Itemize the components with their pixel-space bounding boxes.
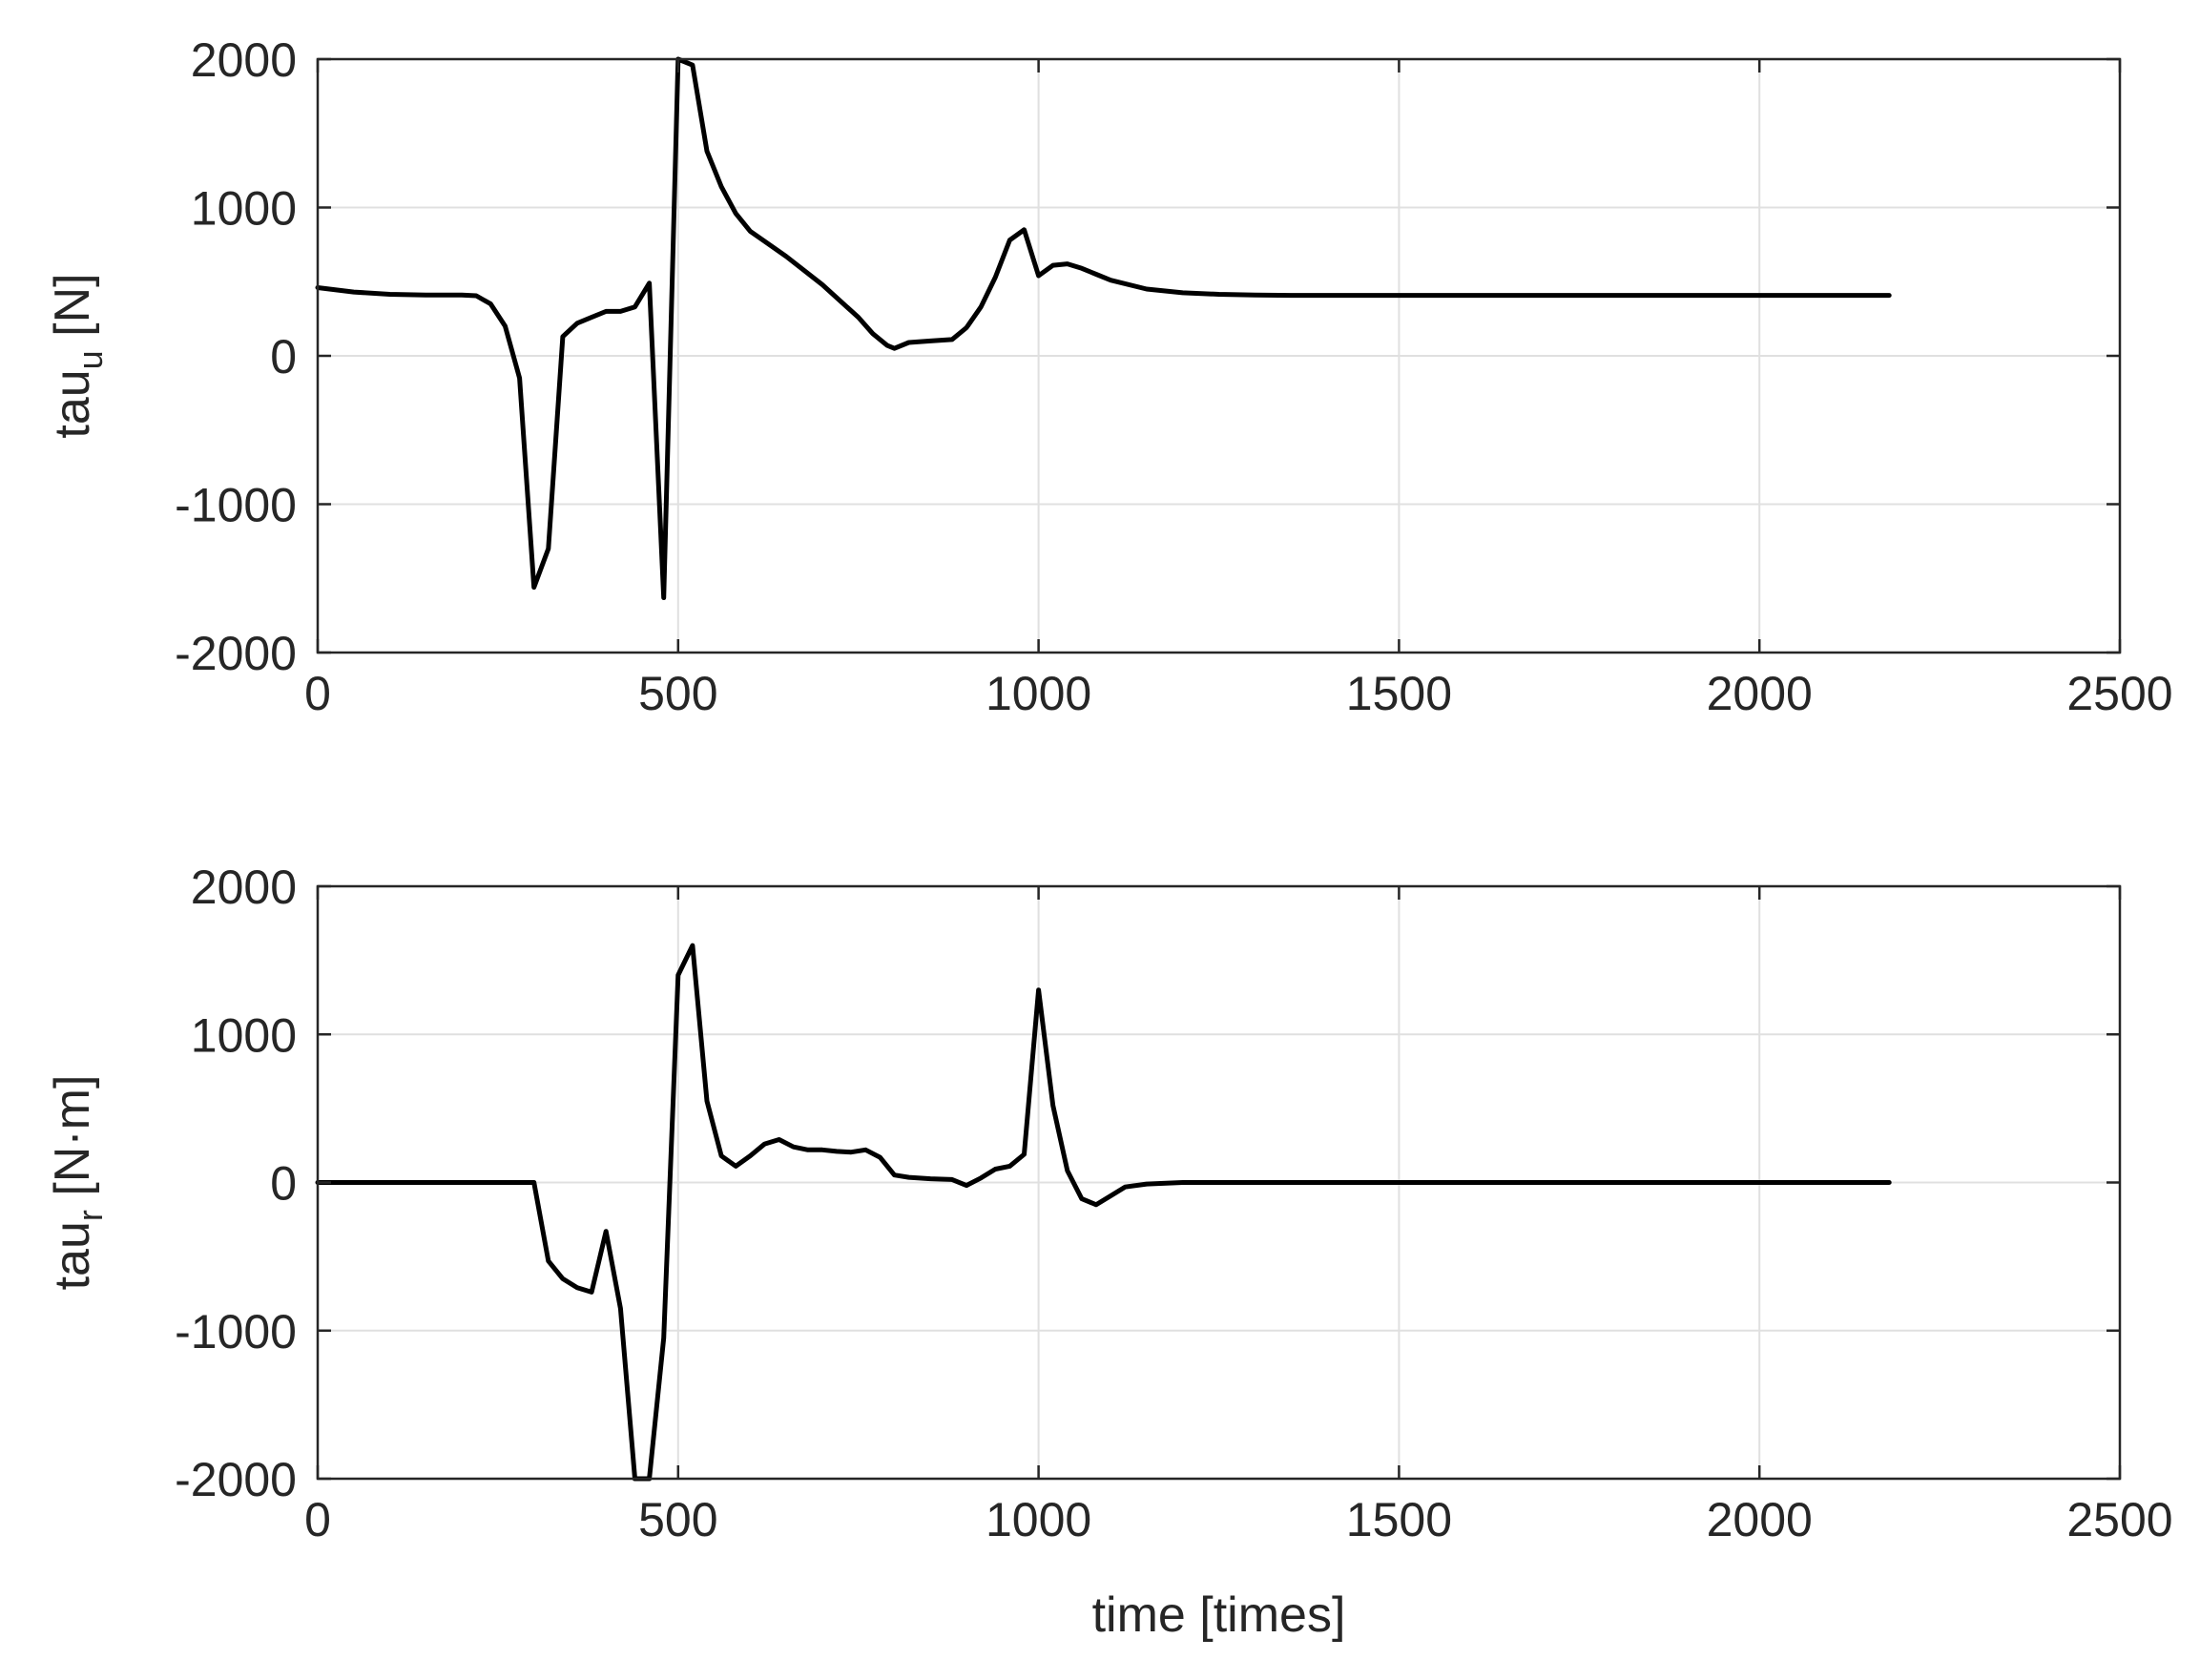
- bottom-x-tick-label: 0: [304, 1493, 331, 1546]
- bottom-y-tick-label: 1000: [191, 1008, 297, 1062]
- bottom-x-tick-label: 500: [638, 1493, 717, 1546]
- bottom-x-tick-label: 2000: [1707, 1493, 1813, 1546]
- bottom-x-tick-label: 1500: [1346, 1493, 1452, 1546]
- top-y-tick-label: 1000: [191, 182, 297, 236]
- bottom-y-axis-label: taur [N·m]: [45, 1075, 110, 1291]
- top-y-tick-label: 2000: [191, 33, 297, 87]
- top-y-tick-label: -2000: [175, 627, 297, 680]
- bottom-y-tick-label: 2000: [191, 861, 297, 914]
- top-y-tick-label: 0: [270, 330, 297, 384]
- bottom-x-tick-label: 2500: [2066, 1493, 2172, 1546]
- top-x-tick-label: 500: [638, 667, 717, 720]
- top-x-tick-label: 0: [304, 667, 331, 720]
- bottom-x-axis-label: time [times]: [1092, 1587, 1346, 1643]
- top-subplot: 0 500 1000 1500 2000 2500 -2000 -1000 0 1000 2000 t…: [45, 33, 2173, 720]
- bottom-y-tick-label: 0: [270, 1157, 297, 1211]
- top-y-tick-label: -1000: [175, 479, 297, 532]
- bottom-series-line: [315, 943, 1892, 1482]
- top-x-tick-label: 2000: [1707, 667, 1813, 720]
- top-x-tick-label: 1000: [986, 667, 1091, 720]
- top-y-axis-label: tauu [N]: [45, 273, 110, 438]
- top-x-tick-label: 1500: [1346, 667, 1452, 720]
- bottom-subplot: 0 500 1000 1500 2000 2500 -2000 -1000 0 1000 2000 t…: [45, 861, 2173, 1643]
- top-x-tick-label: 2500: [2066, 667, 2172, 720]
- bottom-y-tick-label: -1000: [175, 1305, 297, 1359]
- bottom-y-tick-label: -2000: [175, 1453, 297, 1506]
- top-series-line: [315, 56, 1892, 600]
- bottom-x-tick-label: 1000: [986, 1493, 1091, 1546]
